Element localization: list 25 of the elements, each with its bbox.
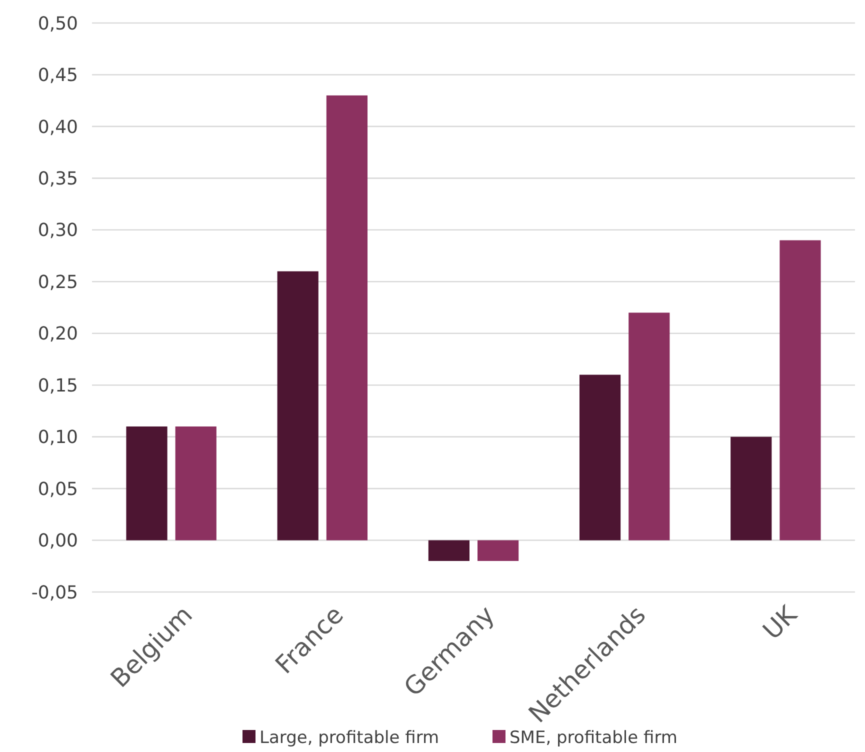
bar xyxy=(175,426,216,540)
x-tick-label: UK xyxy=(757,600,803,646)
y-tick-label: -0,05 xyxy=(31,582,78,604)
y-tick-label: 0,35 xyxy=(38,168,78,190)
y-tick-label: 0,50 xyxy=(38,13,78,34)
bar xyxy=(277,271,318,540)
y-tick-label: 0,40 xyxy=(38,116,78,138)
legend-label: SME, profitable firm xyxy=(510,728,678,748)
y-tick-label: 0,15 xyxy=(38,375,78,396)
bar xyxy=(428,540,470,561)
legend-label: Large, profitable firm xyxy=(260,728,440,748)
y-tick-label: 0,30 xyxy=(38,220,78,242)
y-tick-label: 0,00 xyxy=(38,530,78,552)
bar xyxy=(126,426,168,540)
bar xyxy=(730,436,772,540)
y-tick-label: 0,05 xyxy=(38,478,78,500)
y-tick-label: 0,25 xyxy=(38,272,78,293)
bar xyxy=(326,95,368,540)
y-tick-label: 0,20 xyxy=(38,324,78,345)
bar xyxy=(579,374,621,540)
y-tick-label: 0,10 xyxy=(38,427,78,448)
y-tick-label: 0,45 xyxy=(38,65,78,86)
bar xyxy=(628,312,670,540)
bar xyxy=(780,240,821,540)
bar xyxy=(478,540,519,561)
